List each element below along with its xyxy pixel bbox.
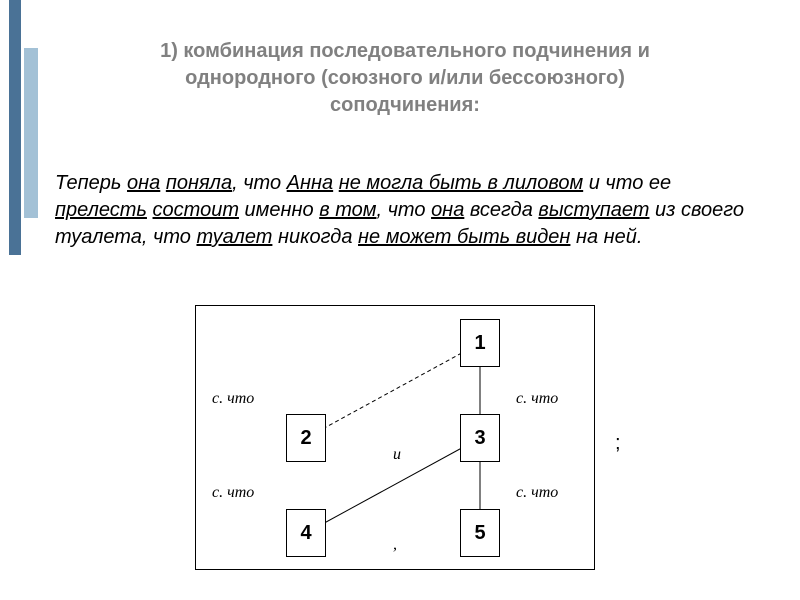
edge-label-1: с. что [514,390,560,408]
edge-label-5: , [391,536,399,554]
diagram-node-1: 1 [460,319,500,367]
title-line1: 1) комбинация последовательного подчинен… [160,40,650,62]
diagram-node-5: 5 [460,509,500,557]
accent-stripe-light [24,48,38,218]
edge-label-0: с. что [210,390,256,408]
trailing-semicolon: ; [615,432,621,455]
title-line3: соподчинения: [330,94,480,116]
diagram-frame: 1 2 3 4 5 с. что с. что и с. что с. что, [195,305,595,570]
example-sentence: Теперь она поняла, что Анна не могла быт… [55,170,755,251]
diagram-node-2: 2 [286,414,326,462]
edge-label-3: с. что [210,484,256,502]
title-line2: однородного (союзного и/или бессоюзного) [185,67,625,89]
diagram-node-3: 3 [460,414,500,462]
edge-label-2: и [391,446,403,464]
slide-title: 1) комбинация последовательного подчинен… [50,38,760,119]
diagram-edges [196,306,596,571]
edge-label-4: с. что [514,484,560,502]
accent-stripe-dark [9,0,21,255]
diagram-node-4: 4 [286,509,326,557]
